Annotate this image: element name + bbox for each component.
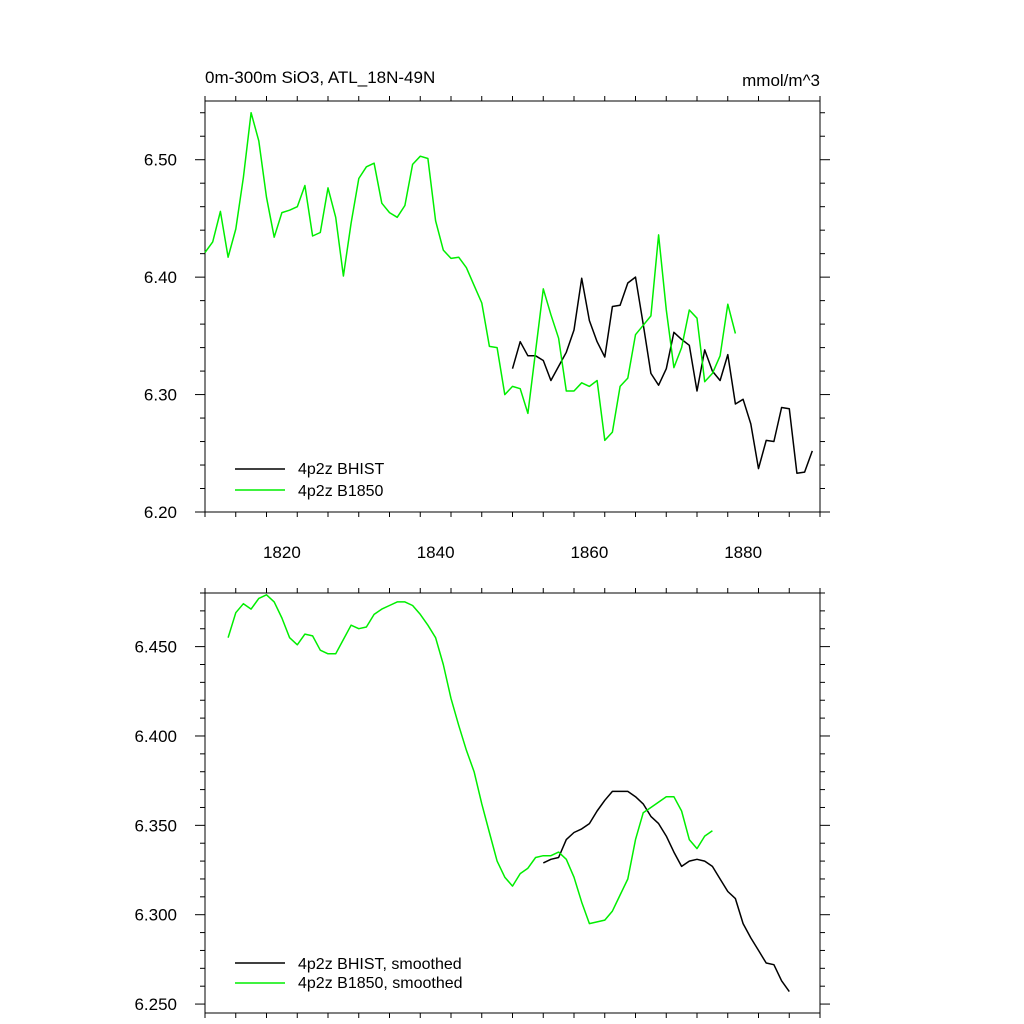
y-tick-label: 6.250	[134, 995, 177, 1014]
y-tick-label: 6.300	[134, 906, 177, 925]
y-tick-label: 6.400	[134, 727, 177, 746]
y-tick-label: 6.50	[144, 151, 177, 170]
x-tick-label: 1880	[724, 543, 762, 562]
y-tick-label: 6.450	[134, 638, 177, 657]
legend-label-b1850: 4p2z B1850	[298, 483, 384, 500]
y-tick-label: 6.350	[134, 816, 177, 835]
bottom-axis-ticks: 6.250 6.300 6.350 6.400 6.450	[134, 588, 830, 1018]
y-tick-label: 6.40	[144, 268, 177, 287]
top-panel-units: mmol/m^3	[742, 71, 820, 90]
x-tick-label: 1820	[263, 543, 301, 562]
top-legend: 4p2z BHIST 4p2z B1850	[235, 461, 384, 500]
bottom-legend: 4p2z BHIST, smoothed 4p2z B1850, smoothe…	[235, 956, 463, 992]
y-tick-label: 6.30	[144, 386, 177, 405]
top-panel-title: 0m-300m SiO3, ATL_18N-49N	[205, 68, 435, 87]
legend-label-b1850-smoothed: 4p2z B1850, smoothed	[298, 975, 463, 992]
top-axis-ticks: 1820 1840 1860 1880 6.20 6.30 6.40 6.50	[144, 96, 830, 562]
x-tick-label: 1860	[570, 543, 608, 562]
series-line-b1850	[227, 594, 713, 925]
bottom-panel: 6.250 6.300 6.350 6.400 6.450 4p2z BHIST, sm…	[134, 588, 830, 1018]
bottom-plot-frame	[204, 592, 821, 1014]
top-series-group	[204, 111, 814, 474]
series-line-bhist	[511, 276, 814, 474]
top-panel: 0m-300m SiO3, ATL_18N-49N mmol/m^3 1820 1…	[144, 68, 830, 562]
x-tick-label: 1840	[417, 543, 455, 562]
y-tick-label: 6.20	[144, 503, 177, 522]
series-line-b1850	[204, 111, 737, 442]
legend-label-bhist: 4p2z BHIST	[298, 461, 384, 478]
legend-label-bhist-smoothed: 4p2z BHIST, smoothed	[298, 956, 462, 973]
series-line-bhist	[542, 790, 790, 993]
bottom-series-group	[227, 594, 790, 993]
